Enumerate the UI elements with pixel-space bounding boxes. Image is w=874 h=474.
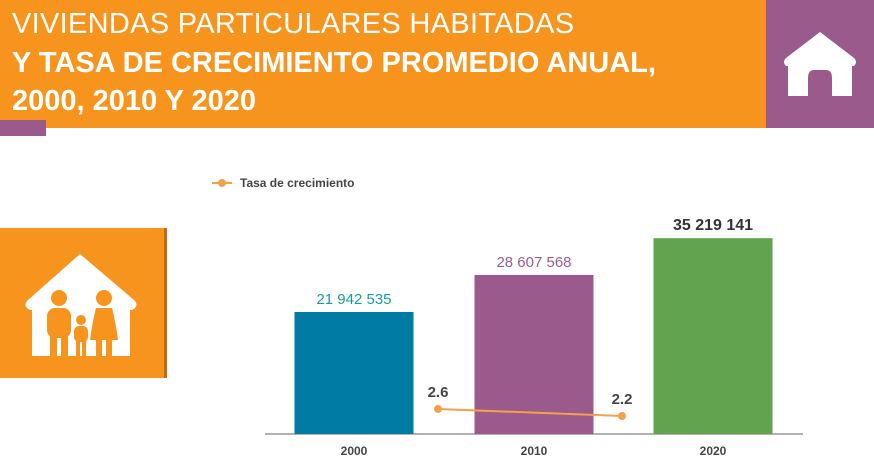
family-house-icon <box>25 254 137 356</box>
decorative-tab <box>0 120 46 136</box>
bar-2010 <box>474 274 594 434</box>
header-icon-panel <box>766 0 874 128</box>
x-tick-2020: 2020 <box>700 444 727 458</box>
x-tick-2000: 2000 <box>341 444 368 458</box>
growth-rate-line <box>437 408 623 417</box>
bar-2000 <box>294 311 414 434</box>
family-panel <box>0 228 167 378</box>
legend-line-marker-icon <box>212 179 232 187</box>
title-line-3: 2000, 2010 Y 2020 <box>12 85 257 117</box>
bar-label-2010: 28 607 568 <box>496 254 571 271</box>
house-icon <box>784 32 856 96</box>
legend: Tasa de crecimiento <box>212 176 355 190</box>
title-line-1: VIVIENDAS PARTICULARES HABITADAS <box>12 8 575 40</box>
growth-rate-point-0 <box>434 405 442 413</box>
growth-rate-label-1: 2.2 <box>612 391 633 408</box>
bar-2020 <box>653 238 773 434</box>
growth-rate-point-1 <box>618 412 626 420</box>
growth-rate-label-0: 2.6 <box>428 384 449 401</box>
legend-label: Tasa de crecimiento <box>240 176 355 190</box>
title-line-2: Y TASA DE CRECIMIENTO PROMEDIO ANUAL, <box>12 47 656 79</box>
title-banner: VIVIENDAS PARTICULARES HABITADAS Y TASA … <box>0 0 766 128</box>
x-tick-2010: 2010 <box>521 444 548 458</box>
bar-label-2000: 21 942 535 <box>316 291 391 308</box>
bar-label-2020: 35 219 141 <box>673 217 753 234</box>
